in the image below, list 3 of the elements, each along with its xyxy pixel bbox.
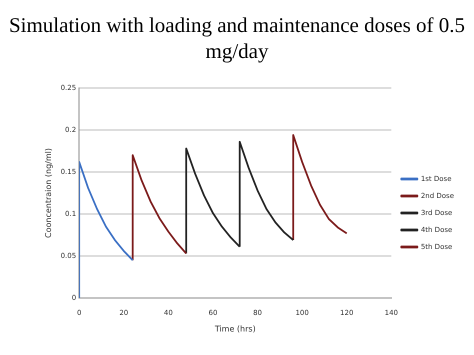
y-axis-title: Cooncentraion (ng/ml): [44, 148, 53, 238]
chart-title: Simulation with loading and maintenance doses of 0.5 mg/day: [8, 12, 466, 65]
x-axis-title: Time (hrs): [214, 324, 256, 334]
